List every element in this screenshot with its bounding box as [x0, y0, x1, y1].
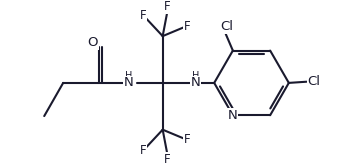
- Text: O: O: [88, 36, 98, 49]
- Text: H: H: [125, 71, 132, 81]
- Text: F: F: [140, 144, 146, 157]
- Text: H: H: [191, 71, 199, 81]
- Text: F: F: [164, 153, 171, 166]
- Text: N: N: [228, 109, 238, 122]
- Text: F: F: [184, 20, 190, 33]
- Text: Cl: Cl: [220, 20, 233, 33]
- Text: N: N: [190, 76, 200, 89]
- Text: F: F: [164, 0, 171, 13]
- Text: Cl: Cl: [307, 75, 320, 88]
- Text: N: N: [124, 76, 133, 89]
- Text: F: F: [184, 133, 190, 146]
- Text: F: F: [140, 9, 146, 22]
